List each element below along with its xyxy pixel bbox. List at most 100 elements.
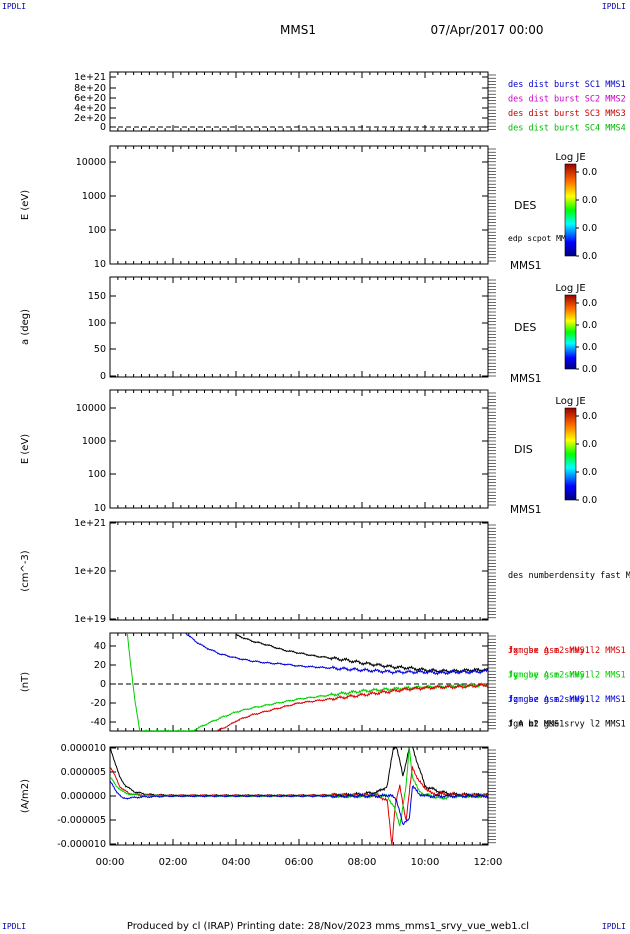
y-tick-label: 1e+20	[74, 566, 106, 577]
y-tick-label: 100	[88, 469, 106, 480]
colorbar-title: Log JE	[555, 283, 585, 294]
y-tick-label: 1000	[82, 436, 106, 447]
x-tick-label: 02:00	[159, 857, 188, 868]
y-axis-label: (nT)	[20, 672, 31, 692]
panel-p4: 10 100 1000 10000 E (eV) DIS MMS1 Log JE 0.0 0.0 0…	[20, 389, 597, 516]
colorbar-tick-label: 0.0	[582, 411, 597, 422]
legend-entry: des numberdensity fast M	[508, 571, 630, 581]
y-tick-label: 8e+20	[74, 83, 106, 94]
x-tick-label: 12:00	[474, 857, 503, 868]
y-tick-label: 50	[94, 344, 106, 355]
x-tick-label: 08:00	[348, 857, 377, 868]
y-tick-label: 10000	[76, 403, 106, 414]
panel-frame	[109, 276, 489, 378]
y-axis-label: a (deg)	[20, 309, 31, 345]
colorbar: Log JE 0.0 0.0 0.0 0.0	[555, 152, 597, 262]
y-tick-label: -40	[90, 717, 106, 728]
panel-p5: 1e+19 1e+20 1e+21 (cm^-3) des numberdensity …	[20, 518, 630, 625]
y-tick-label: 0	[100, 122, 106, 133]
y-axis-label: E (eV)	[20, 434, 31, 464]
colorbar-tick-label: 0.0	[582, 251, 597, 262]
panel-frame	[109, 145, 489, 265]
legend-entry: fgm bz gse srvy l2 MMS1	[508, 695, 626, 705]
series-line	[185, 633, 488, 676]
panel-bottom-label: MMS1	[510, 504, 541, 516]
y-tick-label: -20	[90, 698, 106, 709]
plot-title: MMS1	[280, 23, 316, 37]
colorbar-title: Log JE	[555, 396, 585, 407]
legend-entry: J A m2 MMS1	[508, 720, 564, 730]
colorbar-rect	[564, 294, 577, 370]
legend-entry: des dist burst SC3 MMS3	[508, 109, 626, 119]
colorbar-tick-label: 0.0	[582, 298, 597, 309]
colorbar-tick-label: 0.0	[582, 495, 597, 506]
panel-frame	[109, 71, 489, 132]
y-tick-label: 40	[94, 641, 106, 652]
panel-p6: -40 -20 0 20 40 (nT) fgm bx gse srvy l2 MMS1 fg…	[20, 632, 626, 732]
y-tick-label: 4e+20	[74, 103, 106, 114]
x-tick-label: 04:00	[222, 857, 251, 868]
y-tick-label: 0.000000	[61, 791, 106, 802]
x-tick-label: 00:00	[96, 857, 125, 868]
colorbar-tick-label: 0.0	[582, 223, 597, 234]
panel-frame	[109, 521, 489, 621]
series-line	[216, 682, 488, 731]
y-tick-label: 1e+21	[74, 72, 106, 83]
y-tick-label: 1e+19	[74, 614, 106, 625]
y-tick-label: 10000	[76, 157, 106, 168]
panel-frame	[109, 389, 489, 509]
legend-entry: Jz gse A m2 MMS1	[508, 695, 590, 705]
y-tick-label: 0.000005	[61, 767, 106, 778]
legend-entry: fgm by gse srvy l2 MMS1	[508, 671, 626, 681]
legend-entry: fgm bt gse srvy l2 MMS1	[508, 720, 626, 730]
colorbar: Log JE 0.0 0.0 0.0 0.0	[555, 283, 597, 375]
y-tick-label: 1e+21	[74, 518, 106, 529]
series-group	[126, 633, 488, 731]
panel-p3: 0 50 100 150 a (deg) DES MMS1 Log JE 0.0 0.0 0.0 0.…	[20, 276, 597, 385]
panel-label: DES	[514, 199, 536, 212]
legend-entry: fgm bx gse srvy l2 MMS1	[508, 646, 626, 656]
corner-label: IPDLI	[601, 922, 626, 931]
panel-label: DES	[514, 321, 536, 334]
y-tick-label: 10	[94, 503, 106, 514]
colorbar-tick-label: 0.0	[582, 167, 597, 178]
legend-entry: Jx gse A m2 MMS1	[508, 646, 590, 656]
corner-label: IPDLI	[601, 2, 626, 11]
corner-label: IPDLI	[2, 922, 27, 931]
y-axis-label: E (eV)	[20, 190, 31, 220]
y-axis-label: (cm^-3)	[20, 550, 31, 591]
panel-frame	[109, 632, 489, 732]
y-tick-label: 20	[94, 660, 106, 671]
y-tick-label: 2e+20	[74, 113, 106, 124]
y-tick-label: 10	[94, 259, 106, 270]
y-tick-label: 100	[88, 225, 106, 236]
series-line	[110, 780, 488, 826]
series-line	[126, 633, 488, 731]
colorbar-rect	[564, 407, 577, 501]
colorbar-tick-label: 0.0	[582, 439, 597, 450]
panel-sublabel: edp scpot MMS1	[508, 234, 576, 243]
y-tick-label: -0.000005	[57, 815, 106, 826]
series-group	[110, 747, 488, 845]
corner-label: IPDLI	[2, 2, 27, 11]
colorbar-tick-label: 0.0	[582, 320, 597, 331]
y-tick-label: 150	[88, 291, 106, 302]
colorbar: Log JE 0.0 0.0 0.0 0.0	[555, 396, 597, 506]
panel-p2: 10 100 1000 10000 E (eV) DES edp scpot MMS1 MMS…	[20, 145, 597, 272]
y-tick-label: 100	[88, 318, 106, 329]
y-tick-label: 1000	[82, 191, 106, 202]
y-axis-label: (A/m2)	[20, 779, 31, 813]
panel-bottom-label: MMS1	[510, 260, 541, 272]
series-line	[235, 633, 488, 674]
colorbar-rect	[564, 163, 577, 257]
footer-text: Produced by cl (IRAP) Printing date: 28/…	[127, 921, 529, 932]
colorbar-title: Log JE	[555, 152, 585, 163]
x-tick-label: 06:00	[285, 857, 314, 868]
y-tick-label: 0	[100, 679, 106, 690]
colorbar-tick-label: 0.0	[582, 342, 597, 353]
y-tick-label: 0.000010	[61, 743, 106, 754]
legend-entry: des dist burst SC4 MMS4	[508, 124, 626, 134]
legend-entry: Jy gse A m2 MMS1	[508, 671, 590, 681]
